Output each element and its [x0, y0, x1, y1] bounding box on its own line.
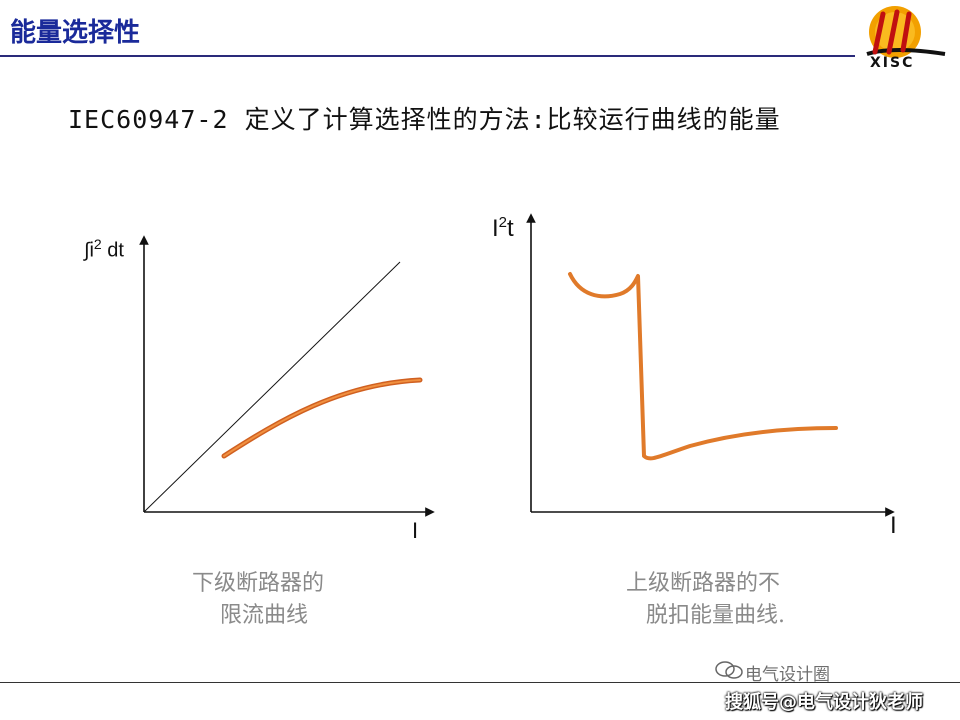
watermark-source: 搜狐号@电气设计狄老师 — [725, 692, 923, 713]
header-divider — [0, 55, 855, 57]
left-caption-line1: 下级断路器的 — [192, 571, 325, 596]
right-caption-line2: 脱扣能量曲线. — [646, 603, 785, 628]
left-y-axis-label: ∫i2 dt — [84, 236, 124, 262]
xisc-logo-icon — [866, 6, 946, 58]
wechat-icon — [715, 661, 743, 679]
left-caption: 下级断路器的 限流曲线 — [192, 568, 324, 632]
right-x-axis-label: I — [890, 512, 897, 539]
page-title: 能量选择性 — [10, 18, 141, 48]
subtitle: IEC60947-2 定义了计算选择性的方法:比较运行曲线的能量 — [68, 105, 781, 134]
right-non-tripping-curve — [568, 272, 838, 461]
left-x-axis-label: I — [412, 518, 419, 543]
footer-divider — [0, 682, 960, 683]
logo-text: XISC — [870, 55, 915, 71]
left-limitation-curve — [221, 377, 423, 459]
left-diagonal-line — [143, 261, 401, 513]
right-caption: 上级断路器的不 脱扣能量曲线. — [626, 568, 785, 632]
right-y-axis-label: I2t — [492, 214, 514, 242]
watermark-account: 电气设计圈 — [745, 665, 830, 685]
right-caption-line1: 上级断路器的不 — [626, 571, 781, 596]
left-caption-line2: 限流曲线 — [220, 603, 309, 628]
